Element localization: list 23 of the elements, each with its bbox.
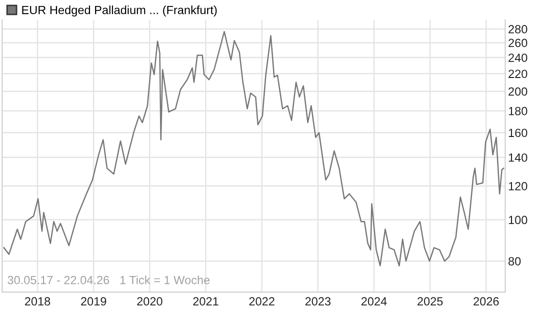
x-tick-label: 2019 [81,297,106,306]
y-tick-label: 260 [508,38,528,48]
y-tick-label: 100 [508,216,528,224]
y-tick-label: 240 [508,54,528,62]
line-series [3,31,504,266]
x-tick-label: 2024 [361,297,387,306]
x-tick-label: 2018 [24,297,50,306]
y-tick-label: 280 [508,25,528,34]
y-tick-label: 220 [508,70,528,78]
y-tick-label: 180 [508,106,528,116]
x-tick-label: 2022 [249,297,274,306]
y-tick-label: 160 [508,128,528,138]
x-tick-label: 2025 [418,297,443,306]
x-tick-label: 2020 [137,297,162,306]
x-tick-label: 2021 [193,297,218,306]
x-tick-label: 2026 [474,297,499,306]
y-tick-label: 140 [508,153,528,162]
legend-label: EUR Hedged Palladium ... (Frankfurt) [22,6,217,17]
annotation: 30.05.17 - 22.04.26 1 Tick = 1 Woche [8,276,210,284]
y-tick-label: 120 [508,182,528,190]
x-tick-label: 2023 [305,297,331,306]
y-tick-label: 200 [508,87,528,96]
y-tick-label: 80 [508,257,521,266]
